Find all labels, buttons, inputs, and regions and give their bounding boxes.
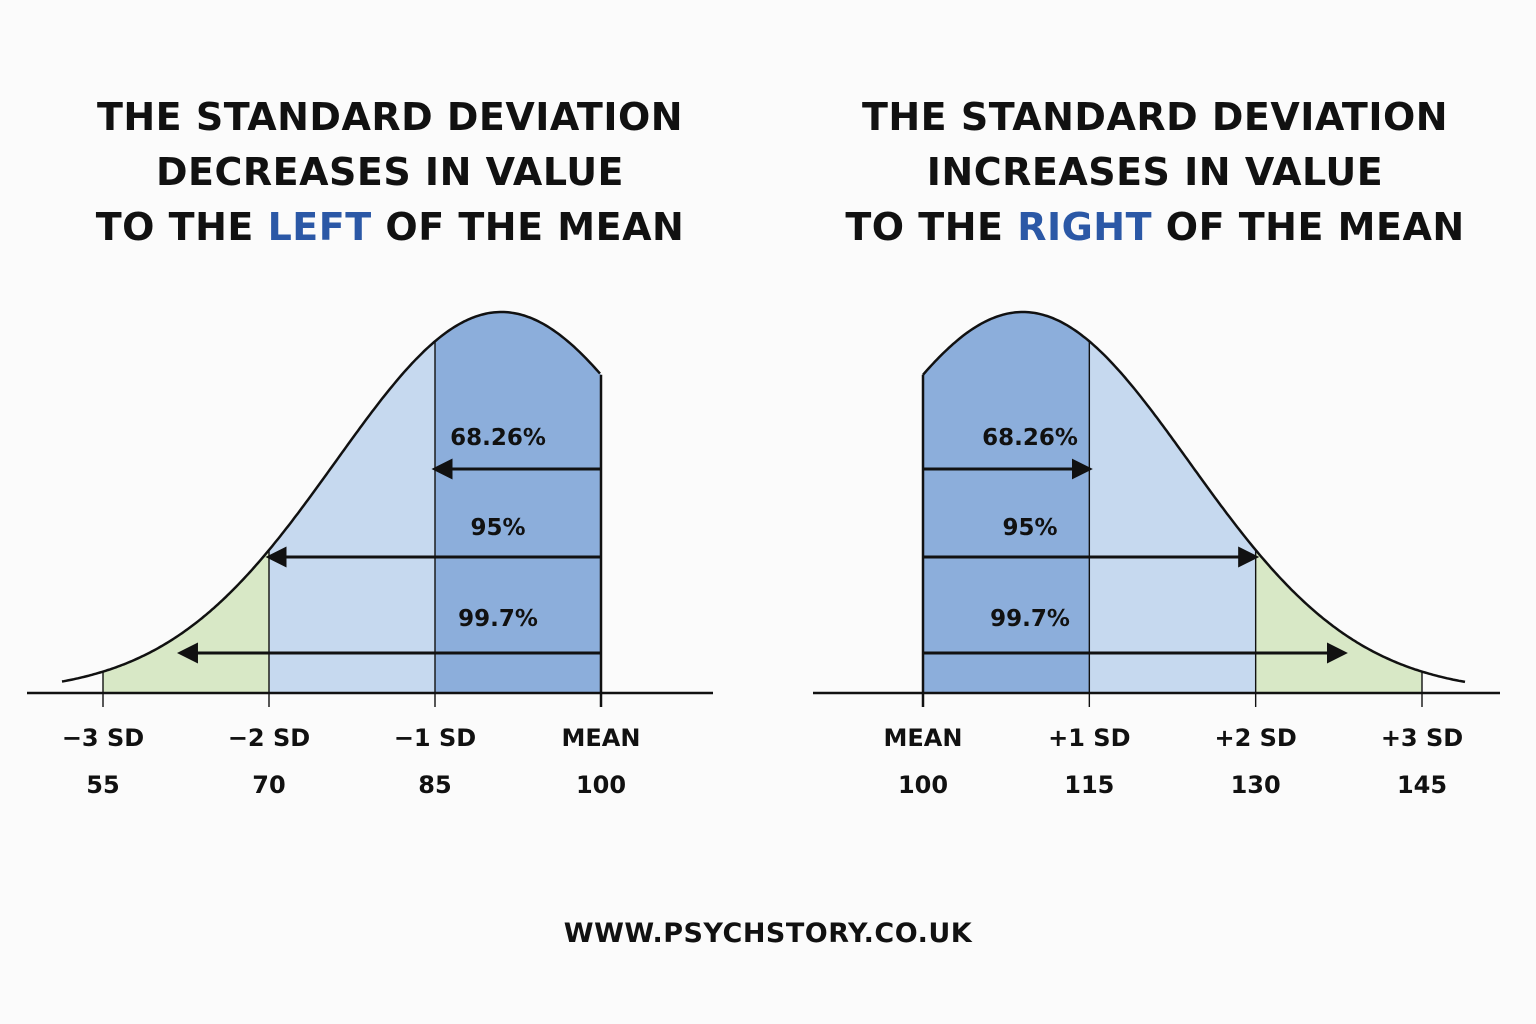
tick-label-right-1: MEAN	[884, 724, 963, 752]
value-label-left-1: 55	[86, 771, 119, 799]
left-title-highlight: LEFT	[267, 205, 372, 249]
bell-curve-right	[922, 310, 1466, 684]
arrow-label-left-3: 99.7%	[458, 606, 538, 632]
tick-label-right-4: +3 SD	[1381, 724, 1463, 752]
value-label-right-2: 115	[1064, 771, 1114, 799]
right-title-line-1: THE STANDARD DEVIATION	[861, 95, 1449, 139]
right-title-pre: TO THE	[845, 205, 1004, 249]
right-title-highlight: RIGHT	[1017, 205, 1153, 249]
band-left-1	[435, 312, 601, 693]
value-label-right-1: 100	[898, 771, 948, 799]
band-right-2	[1089, 341, 1256, 693]
left-title-line-2: DECREASES IN VALUE	[155, 150, 625, 194]
band-right-1	[923, 312, 1090, 693]
arrow-label-right-2: 95%	[1002, 515, 1057, 541]
band-right-3	[1255, 550, 1422, 693]
band-left-3	[103, 550, 269, 693]
value-label-left-2: 70	[252, 771, 285, 799]
right-title-post: OF THE MEAN	[1165, 205, 1465, 249]
left-panel-title: THE STANDARD DEVIATION DECREASES IN VALU…	[40, 90, 740, 255]
arrow-label-left-1: 68.26%	[450, 425, 546, 451]
left-title-pre: TO THE	[95, 205, 254, 249]
tick-label-left-4: MEAN	[562, 724, 641, 752]
bell-curve-left	[61, 310, 601, 683]
right-panel-title: THE STANDARD DEVIATION INCREASES IN VALU…	[805, 90, 1505, 255]
footer-url: WWW.PSYCHSTORY.CO.UK	[563, 918, 973, 949]
tick-label-left-2: −2 SD	[228, 724, 310, 752]
left-title-line-3: TO THE LEFT OF THE MEAN	[40, 200, 740, 255]
tick-label-left-3: −1 SD	[394, 724, 476, 752]
value-label-right-3: 130	[1231, 771, 1281, 799]
value-label-right-4: 145	[1397, 771, 1447, 799]
right-title-line-3: TO THE RIGHT OF THE MEAN	[805, 200, 1505, 255]
value-label-left-4: 100	[576, 771, 626, 799]
band-left-2	[269, 341, 435, 693]
value-label-left-3: 85	[418, 771, 451, 799]
arrow-label-right-1: 68.26%	[982, 425, 1078, 451]
arrow-label-right-3: 99.7%	[990, 606, 1070, 632]
left-title-post: OF THE MEAN	[385, 205, 685, 249]
tick-label-right-3: +2 SD	[1214, 724, 1296, 752]
arrow-label-left-2: 95%	[470, 515, 525, 541]
tick-label-right-2: +1 SD	[1048, 724, 1130, 752]
right-title-line-2: INCREASES IN VALUE	[926, 150, 1384, 194]
tick-label-left-1: −3 SD	[62, 724, 144, 752]
left-title-line-1: THE STANDARD DEVIATION	[96, 95, 684, 139]
